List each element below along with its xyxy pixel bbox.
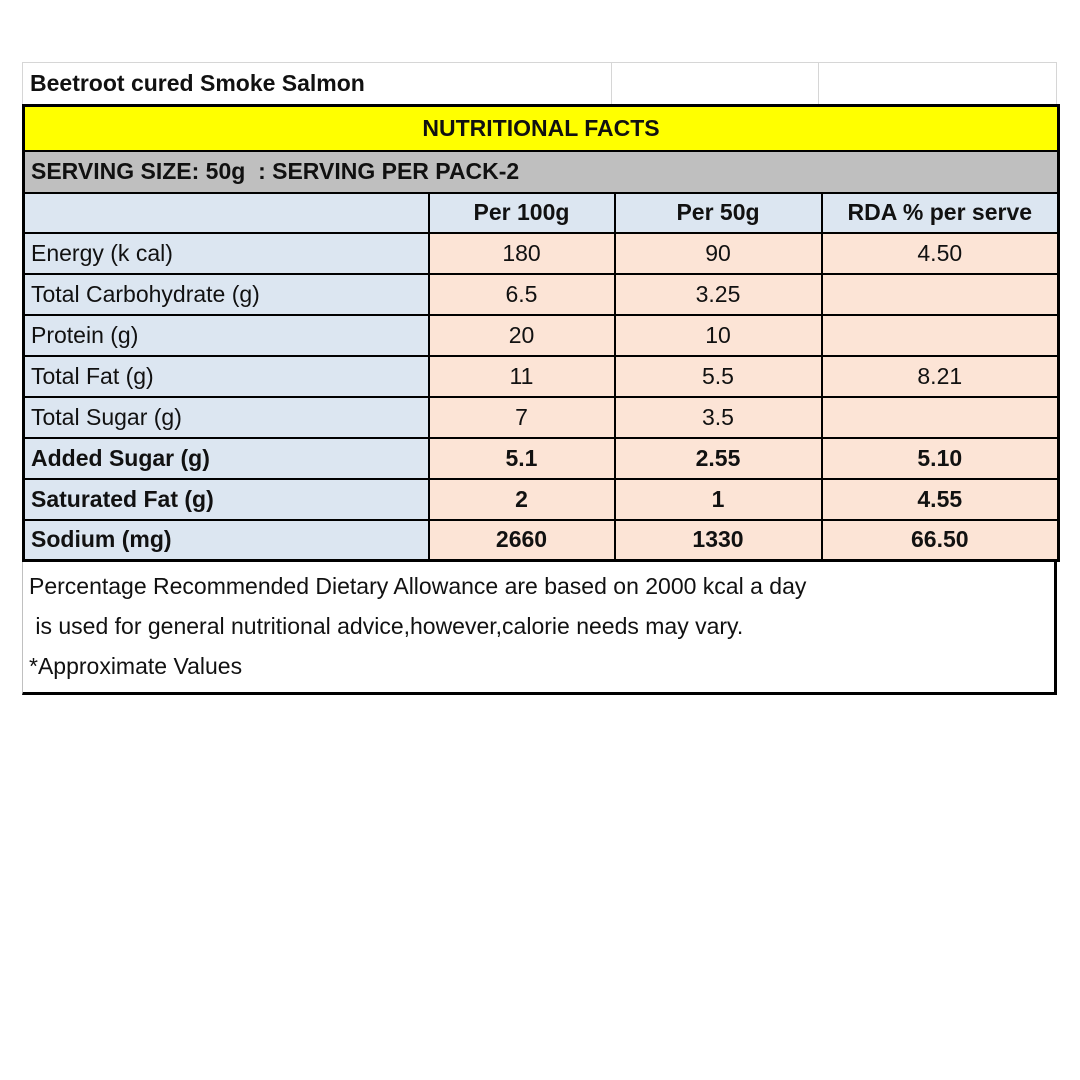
table-row-energy: Energy (k cal) 180 90 4.50 — [22, 231, 1060, 275]
column-header-per100g: Per 100g — [427, 191, 616, 234]
nutrition-table: NUTRITIONAL FACTS SERVING SIZE: 50g : SE… — [22, 104, 1061, 562]
row-label: Energy (k cal) — [22, 231, 430, 275]
table-row-carbohydrate: Total Carbohydrate (g) 6.5 3.25 — [22, 272, 1060, 316]
serving-info: SERVING SIZE: 50g : SERVING PER PACK-2 — [22, 149, 1060, 194]
value-per50g: 5.5 — [613, 354, 823, 398]
value-rda — [820, 395, 1060, 439]
row-label: Sodium (mg) — [22, 518, 430, 562]
value-rda: 4.55 — [820, 477, 1060, 521]
footnote-line-1: Percentage Recommended Dietary Allowance… — [29, 573, 807, 599]
serving-row: SERVING SIZE: 50g : SERVING PER PACK-2 — [22, 149, 1060, 194]
row-label: Saturated Fat (g) — [22, 477, 430, 521]
value-per50g: 10 — [613, 313, 823, 357]
banner-row: NUTRITIONAL FACTS — [22, 104, 1060, 152]
value-rda — [820, 272, 1060, 316]
value-per100g: 7 — [427, 395, 616, 439]
column-header-rda: RDA % per serve — [820, 191, 1060, 234]
value-rda: 4.50 — [820, 231, 1060, 275]
row-label: Total Fat (g) — [22, 354, 430, 398]
value-per100g: 20 — [427, 313, 616, 357]
value-per50g: 3.5 — [613, 395, 823, 439]
row-label: Total Sugar (g) — [22, 395, 430, 439]
row-label: Added Sugar (g) — [22, 436, 430, 480]
value-per100g: 5.1 — [427, 436, 616, 480]
product-title-cell: Beetroot cured Smoke Salmon — [23, 63, 612, 104]
value-per100g: 6.5 — [427, 272, 616, 316]
value-per50g: 1330 — [613, 518, 823, 562]
value-per100g: 180 — [427, 231, 616, 275]
title-row: Beetroot cured Smoke Salmon — [22, 62, 1057, 104]
value-per50g: 3.25 — [613, 272, 823, 316]
table-row-total-fat: Total Fat (g) 11 5.5 8.21 — [22, 354, 1060, 398]
product-title: Beetroot cured Smoke Salmon — [30, 70, 365, 96]
row-label: Protein (g) — [22, 313, 430, 357]
banner-title: NUTRITIONAL FACTS — [22, 104, 1060, 152]
value-rda — [820, 313, 1060, 357]
footnote-block: Percentage Recommended Dietary Allowance… — [22, 562, 1057, 695]
table-row-total-sugar: Total Sugar (g) 7 3.5 — [22, 395, 1060, 439]
footnote-line-3: *Approximate Values — [29, 653, 243, 679]
table-row-sodium: Sodium (mg) 2660 1330 66.50 — [22, 518, 1060, 562]
table-row-saturated-fat: Saturated Fat (g) 2 1 4.55 — [22, 477, 1060, 521]
value-rda: 5.10 — [820, 436, 1060, 480]
column-header-row: Per 100g Per 50g RDA % per serve — [22, 191, 1060, 234]
column-header-blank — [22, 191, 430, 234]
value-per100g: 11 — [427, 354, 616, 398]
value-per50g: 90 — [613, 231, 823, 275]
value-per100g: 2 — [427, 477, 616, 521]
value-per100g: 2660 — [427, 518, 616, 562]
table-row-added-sugar: Added Sugar (g) 5.1 2.55 5.10 — [22, 436, 1060, 480]
table-row-protein: Protein (g) 20 10 — [22, 313, 1060, 357]
value-rda: 66.50 — [820, 518, 1060, 562]
value-rda: 8.21 — [820, 354, 1060, 398]
nutrition-facts-sheet: Beetroot cured Smoke Salmon NUTRITIONAL … — [22, 62, 1061, 695]
row-label: Total Carbohydrate (g) — [22, 272, 430, 316]
value-per50g: 1 — [613, 477, 823, 521]
value-per50g: 2.55 — [613, 436, 823, 480]
empty-cell — [612, 63, 820, 104]
footnote-line-2: is used for general nutritional advice,h… — [29, 613, 744, 639]
column-header-per50g: Per 50g — [613, 191, 823, 234]
empty-cell — [819, 63, 1056, 104]
